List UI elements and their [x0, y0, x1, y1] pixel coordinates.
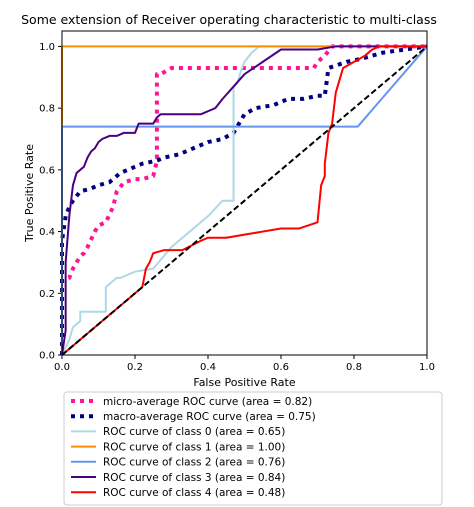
y-tick-label: 0.4 — [39, 227, 55, 238]
roc-curve-5 — [61, 45, 427, 356]
legend-entry: ROC curve of class 4 (area = 0.48) — [103, 487, 285, 499]
chance-diagonal-line — [61, 45, 428, 356]
legend-entry: micro-average ROC curve (area = 0.82) — [103, 396, 312, 408]
x-tick-label: 0.0 — [54, 362, 70, 373]
legend-entry: macro-average ROC curve (area = 0.75) — [103, 411, 316, 423]
y-tick-label: 0.2 — [39, 289, 55, 300]
y-tick-label: 0.8 — [39, 104, 55, 115]
roc-curve-6 — [61, 45, 427, 356]
legend-entry: ROC curve of class 3 (area = 0.84) — [103, 472, 285, 484]
y-tick-label: 0.6 — [39, 165, 55, 176]
x-tick-label: 0.4 — [200, 362, 216, 373]
x-tick-label: 1.0 — [419, 362, 435, 373]
roc-curve-1 — [60, 44, 428, 355]
x-tick-label: 0.8 — [346, 362, 362, 373]
legend-box — [63, 391, 443, 506]
legend-entry: ROC curve of class 1 (area = 1.00) — [103, 441, 285, 453]
y-tick-label: 0.0 — [39, 351, 55, 362]
x-tick-label: 0.6 — [273, 362, 289, 373]
legend-entry: ROC curve of class 0 (area = 0.65) — [103, 426, 285, 438]
x-axis-label: False Positive Rate — [193, 376, 295, 389]
roc-curve-0 — [60, 44, 427, 355]
y-axis-label: True Positive Rate — [23, 144, 36, 243]
x-tick-label: 0.2 — [127, 362, 143, 373]
legend-entry: ROC curve of class 2 (area = 0.76) — [103, 457, 285, 469]
chart-title: Some extension of Receiver operating cha… — [21, 12, 437, 27]
plot-frame — [61, 30, 428, 356]
y-tick-label: 1.0 — [39, 42, 55, 53]
